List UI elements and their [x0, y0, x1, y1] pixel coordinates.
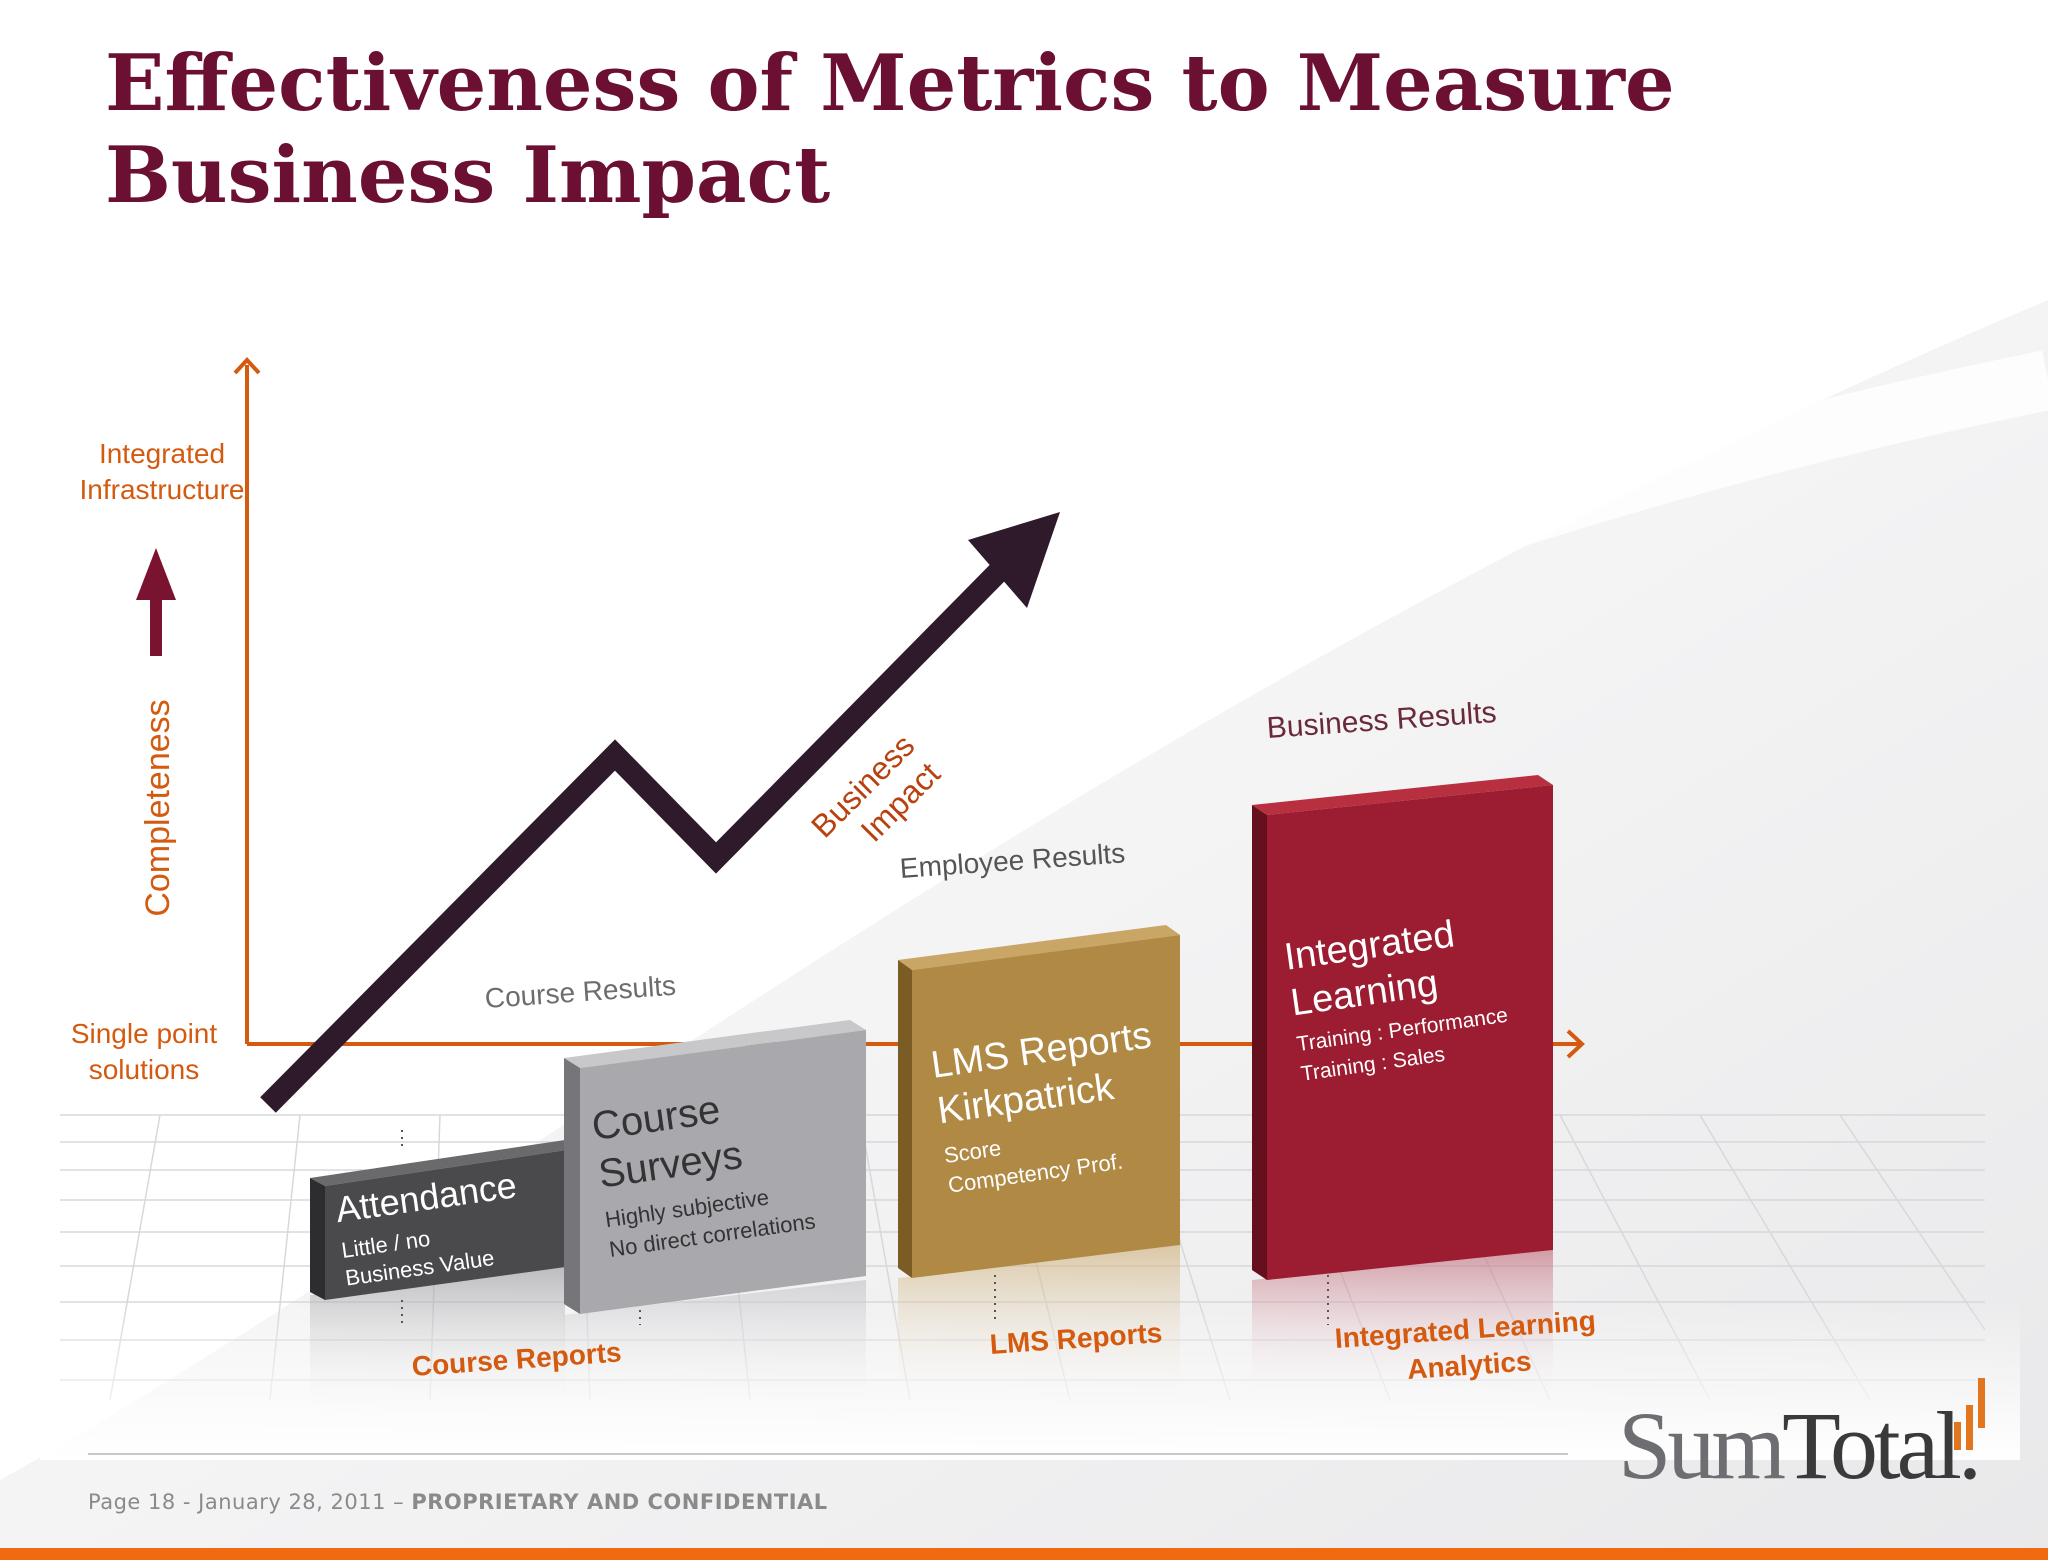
- logo-sum: Sum: [1618, 1392, 1786, 1499]
- integrated-reflection: [1252, 1250, 1553, 1400]
- sumtotal-logo-bars: [1954, 1378, 1985, 1450]
- level-course-results: Course Results: [484, 970, 677, 1014]
- page-title: Effectiveness of Metrics to Measure Busi…: [105, 38, 1705, 222]
- completeness-arrow-head: [136, 548, 176, 600]
- footer-accent-bar: [0, 1548, 2048, 1560]
- attendance-reflection: [310, 1265, 565, 1420]
- page-title-line2: Business Impact: [105, 130, 831, 221]
- y-top-label-line2: Infrastructure: [79, 474, 245, 505]
- dotted-connectors: [401, 1130, 1329, 1325]
- block-lms-reports: [898, 925, 1180, 1278]
- sumtotal-logo: SumTotal.: [1618, 1390, 1982, 1501]
- footer: Page 18 - January 28, 2011 – PROPRIETARY…: [88, 1490, 828, 1514]
- completeness-text: Completeness: [139, 699, 177, 917]
- footer-page: Page 18 - January 28, 2011 –: [88, 1490, 412, 1514]
- footer-rule: [88, 1453, 1568, 1455]
- lms-reflection: [898, 1245, 1180, 1410]
- block-course-surveys: [564, 1020, 866, 1314]
- y-bottom-label-line2: solutions: [88, 1054, 200, 1085]
- surveys-text: Course Surveys Highly subjective No dire…: [589, 1088, 817, 1262]
- block-integrated-learning: [1252, 775, 1553, 1280]
- y-axis-arrowhead: [233, 357, 261, 375]
- y-top-label-line1: Integrated: [98, 438, 226, 469]
- y-top-label: Integrated Infrastructure: [62, 436, 262, 508]
- block-attendance: [310, 1140, 580, 1300]
- surveys-reflection: [564, 1280, 866, 1420]
- page-title-line1: Effectiveness of Metrics to Measure: [105, 38, 1675, 129]
- business-impact-arrow: [260, 552, 1018, 1113]
- background-swoosh-highlight: [0, 350, 2048, 1208]
- logo-total: Total.: [1782, 1392, 1982, 1499]
- y-bottom-label: Single point solutions: [44, 1016, 244, 1088]
- completeness-arrow-shaft: [150, 598, 162, 656]
- x-axis-arrowhead: [1566, 1029, 1585, 1059]
- lms-text: LMS Reports Kirkpatrick Score Competency…: [929, 1014, 1154, 1197]
- footer-confidential: PROPRIETARY AND CONFIDENTIAL: [411, 1490, 828, 1514]
- y-bottom-label-line1: Single point: [70, 1018, 218, 1049]
- business-impact-arrowhead: [968, 512, 1060, 608]
